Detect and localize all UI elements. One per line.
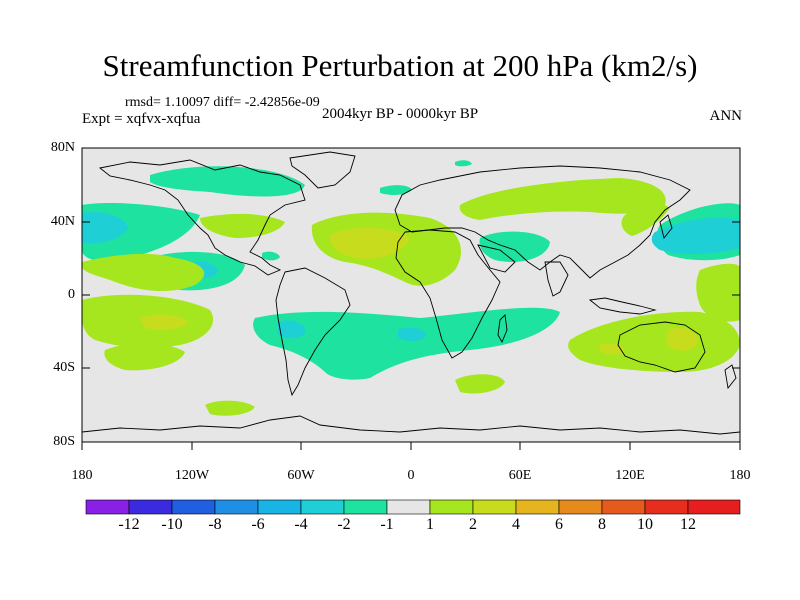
colorbar [85, 499, 741, 515]
contour-subtropical-pacific-north [200, 213, 285, 238]
lon-label-60w: 60W [287, 468, 315, 483]
lat-label-80s: 80S [53, 434, 75, 449]
coast-arabia [477, 244, 516, 273]
cb-label-9: 4 [512, 516, 520, 533]
cb-box-9 [472, 499, 517, 515]
cb-label-8: 2 [469, 516, 477, 533]
cb-box-3 [214, 499, 259, 515]
cb-box-0 [85, 499, 130, 515]
cb-label-5: -2 [337, 516, 351, 533]
lat-label-40n: 40N [50, 214, 75, 229]
contour-indo-australia [568, 311, 740, 372]
cb-box-10 [515, 499, 560, 515]
cb-label-7: 1 [426, 516, 434, 533]
lat-label-40s: 40S [53, 360, 75, 375]
cb-box-12 [601, 499, 646, 515]
lon-label-0: 0 [407, 468, 415, 483]
cb-label-11: 8 [598, 516, 606, 533]
cb-box-7 [386, 499, 431, 515]
cb-box-8 [429, 499, 474, 515]
cb-label-0: -12 [118, 516, 140, 533]
period-subtitle: 2004kyr BP - 0000kyr BP [322, 106, 479, 122]
lon-ticks [81, 442, 741, 450]
cb-box-2 [171, 499, 216, 515]
contour-arabia [479, 231, 550, 262]
coast-north-america [98, 159, 306, 276]
cb-label-1: -10 [161, 516, 183, 533]
experiment-label: Expt = xqfvx-xqfua [82, 111, 201, 127]
contour-west-pacific-core [82, 212, 128, 244]
rmsd-stats: rmsd= 1.10097 diff= -2.42856e-09 [125, 95, 320, 110]
contour-west-pacific-hook [621, 204, 670, 236]
cb-label-2: -8 [208, 516, 222, 533]
coastlines [82, 151, 740, 435]
contour-north-atlantic [380, 185, 412, 195]
lon-label-120e: 120E [615, 468, 645, 483]
coast-indonesia [588, 297, 657, 315]
coast-japan [659, 214, 673, 239]
cb-label-3: -6 [251, 516, 265, 533]
contour-southern-ocean-small [205, 400, 255, 416]
lat-ticks [82, 147, 740, 443]
contour-south-atlantic-belt [253, 307, 560, 380]
contour-south-atlantic-core [278, 320, 306, 339]
cb-box-14 [687, 499, 741, 515]
coast-india [544, 261, 569, 297]
cb-label-12: 10 [637, 516, 653, 533]
contour-asia-north [459, 178, 666, 220]
cb-label-10: 6 [555, 516, 563, 533]
contour-mexico-small [262, 251, 280, 261]
cb-label-4: -4 [294, 516, 308, 533]
coast-south-america [275, 267, 351, 397]
contour-australia-core [666, 327, 699, 351]
coast-eurasia [394, 165, 691, 279]
cb-box-13 [644, 499, 689, 515]
coast-greenland [289, 151, 356, 189]
season-label: ANN [709, 108, 743, 124]
lat-label-0: 0 [68, 287, 75, 302]
lon-label-60e: 60E [508, 468, 532, 483]
cb-label-6: -1 [380, 516, 394, 533]
coast-madagascar [497, 314, 508, 344]
contour-east-pacific-tropics-right [696, 263, 740, 322]
contour-west-pacific-tropics-core [651, 217, 740, 254]
coast-new-zealand [724, 364, 737, 390]
lon-label-180e: 180 [729, 468, 751, 483]
contour-eastern-pacific-core [140, 314, 188, 330]
cb-box-1 [128, 499, 173, 515]
coast-africa [395, 229, 501, 359]
contour-south-indian [455, 374, 505, 394]
contour-canada-strip [82, 253, 205, 292]
coast-australia [617, 321, 706, 373]
plot-title: Streamfunction Perturbation at 200 hPa (… [102, 48, 698, 83]
coast-antarctica [82, 415, 740, 435]
contour-south-indian-core [398, 327, 426, 341]
cb-box-11 [558, 499, 603, 515]
lat-label-80n: 80N [50, 140, 75, 155]
cb-box-5 [300, 499, 345, 515]
cb-label-13: 12 [680, 516, 696, 533]
contour-greenland-strip [455, 160, 472, 167]
contour-subtropical-atlantic-core [329, 227, 410, 259]
lon-label-120w: 120W [174, 468, 210, 483]
cb-box-4 [257, 499, 302, 515]
lon-label-180w: 180 [71, 468, 93, 483]
cb-box-6 [343, 499, 388, 515]
contour-south-pacific-south [104, 343, 185, 371]
contour-n-atlantic-pacific [150, 166, 305, 197]
